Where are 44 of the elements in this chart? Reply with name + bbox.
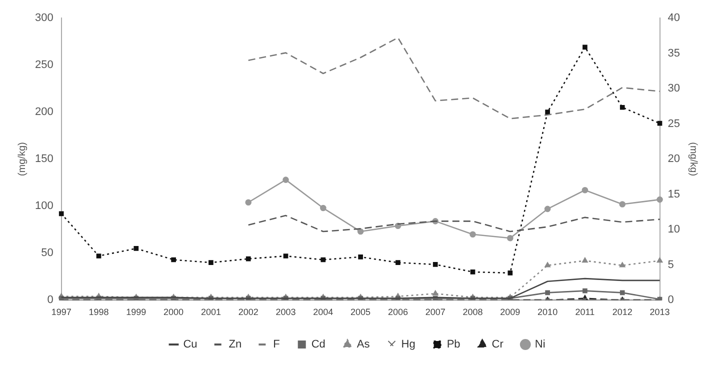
legend-label: Cr xyxy=(492,338,504,351)
x-tick-label: 2012 xyxy=(612,307,632,318)
legend-label: Pb xyxy=(446,338,460,351)
y-tick-label: 50 xyxy=(41,247,54,260)
x-tick-label: 2010 xyxy=(538,307,558,318)
y2-tick-label: 25 xyxy=(668,118,680,130)
legend-label: Hg xyxy=(401,338,416,351)
x-tick-label: 2006 xyxy=(388,307,408,318)
x-tick-label: 2009 xyxy=(500,307,520,318)
legend-label: F xyxy=(273,338,280,351)
x-tick-label: 2001 xyxy=(200,307,221,318)
y2-tick-label: 40 xyxy=(668,12,680,24)
x-tick-label: 2008 xyxy=(462,307,483,318)
y-tick-label: 300 xyxy=(34,12,54,24)
y-tick-label: 200 xyxy=(34,106,54,118)
x-tick-label: 2005 xyxy=(350,307,371,318)
x-tick-label: 1998 xyxy=(88,307,109,318)
y2-tick-label: 0 xyxy=(668,294,674,306)
legend-label: Ni xyxy=(534,338,546,351)
x-tick-label: 1997 xyxy=(51,307,72,318)
legend-label: As xyxy=(356,338,370,351)
x-tick-label: 2007 xyxy=(425,307,446,318)
x-tick-label: 2004 xyxy=(313,307,334,318)
x-tick-label: 2000 xyxy=(164,307,184,318)
y-tick-label: 100 xyxy=(34,200,54,212)
y-tick-label: 250 xyxy=(34,59,54,72)
y-tick-label: 150 xyxy=(34,153,54,166)
y2-axis-title: (mg/kg) xyxy=(687,142,698,176)
y2-tick-label: 30 xyxy=(668,82,680,95)
legend-label: Cd xyxy=(311,338,326,351)
x-tick-label: 2013 xyxy=(650,307,670,318)
y2-tick-label: 35 xyxy=(668,47,680,60)
y2-tick-label: 10 xyxy=(668,224,680,236)
y2-tick-label: 20 xyxy=(668,153,680,166)
x-tick-label: 1999 xyxy=(126,307,146,318)
legend-label: Zn xyxy=(228,338,242,351)
y-tick-label: 0 xyxy=(47,294,54,306)
y2-tick-label: 5 xyxy=(668,258,674,271)
x-tick-label: 2011 xyxy=(575,307,595,318)
y2-tick-label: 15 xyxy=(668,188,680,200)
x-tick-label: 2002 xyxy=(238,307,258,318)
legend-label: Cu xyxy=(183,338,198,351)
x-tick-label: 2003 xyxy=(276,307,296,318)
y-axis-title: (mg/kg) xyxy=(16,142,28,176)
